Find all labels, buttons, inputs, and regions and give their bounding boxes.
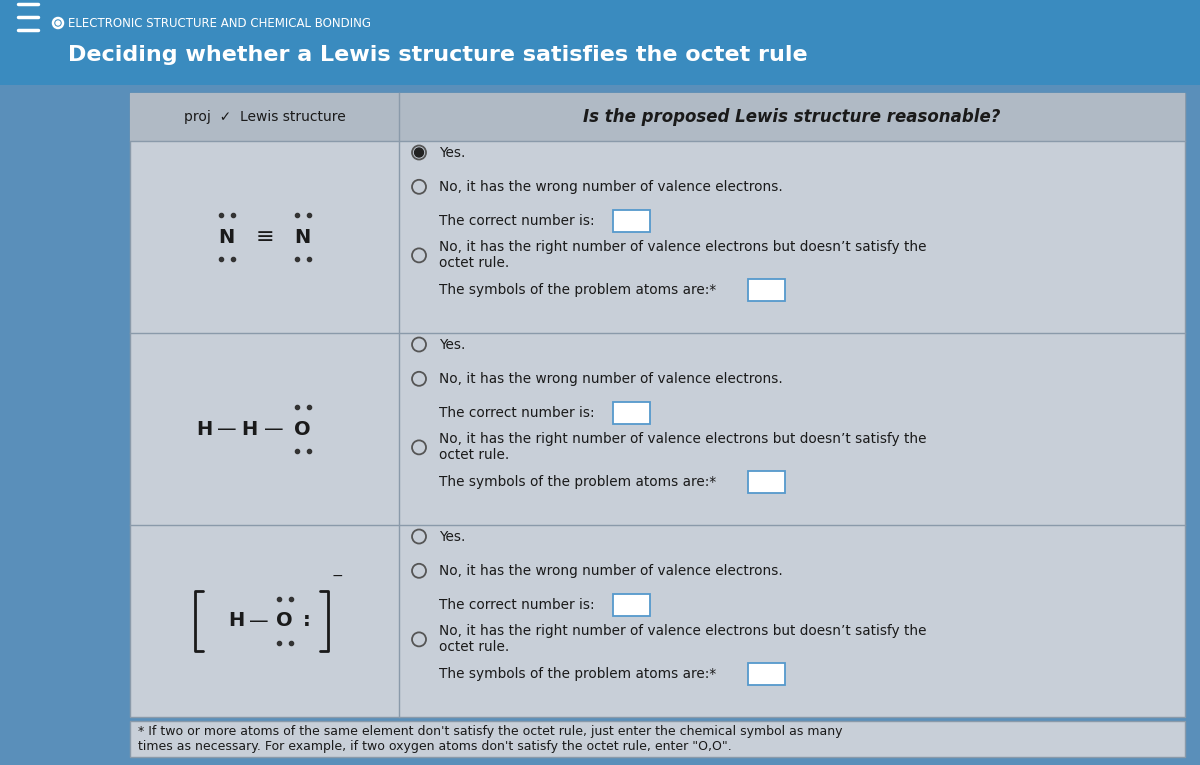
Text: ≡: ≡	[256, 227, 274, 247]
FancyBboxPatch shape	[130, 721, 1186, 757]
Text: N: N	[218, 227, 235, 246]
Text: No, it has the wrong number of valence electrons.: No, it has the wrong number of valence e…	[439, 564, 782, 578]
Text: No, it has the right number of valence electrons but doesn’t satisfy the
octet r: No, it has the right number of valence e…	[439, 240, 926, 271]
Text: O: O	[294, 419, 311, 438]
Text: proj  ✓  Lewis structure: proj ✓ Lewis structure	[184, 110, 346, 124]
Text: −: −	[331, 569, 343, 583]
Text: Yes.: Yes.	[439, 529, 466, 543]
FancyBboxPatch shape	[613, 402, 650, 424]
Text: O: O	[276, 611, 293, 630]
Text: H: H	[197, 419, 212, 438]
FancyBboxPatch shape	[613, 594, 650, 616]
FancyBboxPatch shape	[748, 470, 785, 493]
Text: —: —	[217, 419, 236, 438]
Text: No, it has the wrong number of valence electrons.: No, it has the wrong number of valence e…	[439, 180, 782, 194]
Text: The symbols of the problem atoms are:*: The symbols of the problem atoms are:*	[439, 666, 716, 681]
Text: ELECTRONIC STRUCTURE AND CHEMICAL BONDING: ELECTRONIC STRUCTURE AND CHEMICAL BONDIN…	[68, 17, 371, 30]
FancyBboxPatch shape	[130, 93, 1186, 717]
Text: No, it has the right number of valence electrons but doesn’t satisfy the
octet r: No, it has the right number of valence e…	[439, 624, 926, 655]
Text: —: —	[264, 419, 283, 438]
Text: Is the proposed Lewis structure reasonable?: Is the proposed Lewis structure reasonab…	[583, 108, 1001, 126]
Circle shape	[56, 21, 60, 25]
Text: The correct number is:: The correct number is:	[439, 214, 595, 228]
FancyBboxPatch shape	[748, 278, 785, 301]
Text: N: N	[294, 227, 311, 246]
Text: H: H	[228, 611, 245, 630]
FancyBboxPatch shape	[0, 0, 1200, 85]
Text: No, it has the wrong number of valence electrons.: No, it has the wrong number of valence e…	[439, 372, 782, 386]
FancyBboxPatch shape	[748, 662, 785, 685]
Text: The correct number is:: The correct number is:	[439, 406, 595, 420]
Text: No, it has the right number of valence electrons but doesn’t satisfy the
octet r: No, it has the right number of valence e…	[439, 432, 926, 463]
Text: The symbols of the problem atoms are:*: The symbols of the problem atoms are:*	[439, 474, 716, 489]
Text: Deciding whether a Lewis structure satisfies the octet rule: Deciding whether a Lewis structure satis…	[68, 45, 808, 65]
Circle shape	[414, 148, 424, 157]
Text: —: —	[248, 611, 269, 630]
FancyBboxPatch shape	[130, 93, 1186, 141]
Text: H: H	[241, 419, 258, 438]
FancyBboxPatch shape	[0, 85, 1200, 765]
Text: * If two or more atoms of the same element don't satisfy the octet rule, just en: * If two or more atoms of the same eleme…	[138, 725, 842, 753]
Text: Yes.: Yes.	[439, 337, 466, 352]
Text: :: :	[302, 611, 311, 630]
FancyBboxPatch shape	[613, 210, 650, 232]
Text: Yes.: Yes.	[439, 145, 466, 160]
Text: The symbols of the problem atoms are:*: The symbols of the problem atoms are:*	[439, 282, 716, 297]
Text: The correct number is:: The correct number is:	[439, 598, 595, 612]
